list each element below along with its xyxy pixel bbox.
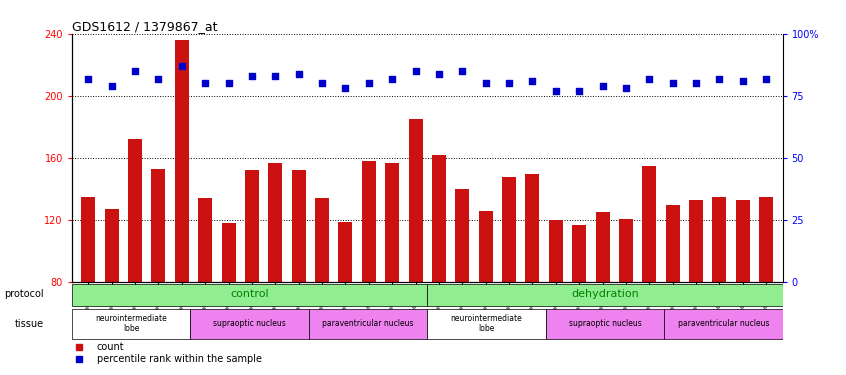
Bar [664,309,783,339]
Bar [175,40,189,282]
Point [292,70,305,76]
Text: supraoptic nucleus: supraoptic nucleus [213,319,286,328]
Bar [72,309,190,339]
Bar [689,200,703,282]
Point [666,81,679,87]
Bar [546,309,664,339]
Bar [81,197,96,282]
Bar [712,197,727,282]
Bar [502,177,516,282]
Point [479,81,492,87]
Bar [409,119,422,282]
Text: neurointermediate
lobe: neurointermediate lobe [451,314,522,333]
Point [619,86,633,92]
Point [105,83,118,89]
Text: paraventricular nucleus: paraventricular nucleus [678,319,769,328]
Text: GDS1612 / 1379867_at: GDS1612 / 1379867_at [72,20,217,33]
Bar [385,163,399,282]
Point [643,75,656,81]
Bar [455,189,470,282]
Point [362,81,376,87]
Point [689,81,703,87]
Text: control: control [230,290,269,299]
Bar [427,284,783,306]
Text: paraventricular nucleus: paraventricular nucleus [322,319,414,328]
Bar [105,209,118,282]
Point [409,68,422,74]
Text: tissue: tissue [14,318,43,328]
Point [198,81,212,87]
Text: dehydration: dehydration [571,290,639,299]
Point [338,86,352,92]
Bar [619,219,633,282]
Bar [362,161,376,282]
Bar [549,220,563,282]
Point [736,78,750,84]
Bar [666,205,679,282]
Text: percentile rank within the sample: percentile rank within the sample [96,354,261,364]
Bar [432,155,446,282]
Bar [572,225,586,282]
Bar [759,197,773,282]
Bar [198,198,212,282]
Text: count: count [96,342,124,352]
Bar [596,213,610,282]
Bar [244,171,259,282]
Bar [642,166,656,282]
Point [573,88,586,94]
Point [503,81,516,87]
Point [549,88,563,94]
Point [386,75,399,81]
Point [268,73,282,79]
Point [81,75,95,81]
Point [760,75,773,81]
Text: neurointermediate
lobe: neurointermediate lobe [96,314,167,333]
Bar [525,174,540,282]
Bar [128,140,142,282]
Bar [338,222,353,282]
Bar [151,169,166,282]
Point [455,68,469,74]
Point [316,81,329,87]
Bar [190,309,309,339]
Bar [222,224,235,282]
Point [151,75,165,81]
Point [712,75,726,81]
Bar [72,284,427,306]
Bar [292,171,305,282]
Bar [427,309,546,339]
Point [525,78,539,84]
Bar [268,163,283,282]
Bar [736,200,750,282]
Text: supraoptic nucleus: supraoptic nucleus [569,319,641,328]
Bar [309,309,427,339]
Bar [315,198,329,282]
Point [596,83,609,89]
Point [245,73,259,79]
Bar [479,211,492,282]
Point [432,70,446,76]
Text: protocol: protocol [4,290,43,299]
Point [175,63,189,69]
Point [222,81,235,87]
Point [129,68,142,74]
